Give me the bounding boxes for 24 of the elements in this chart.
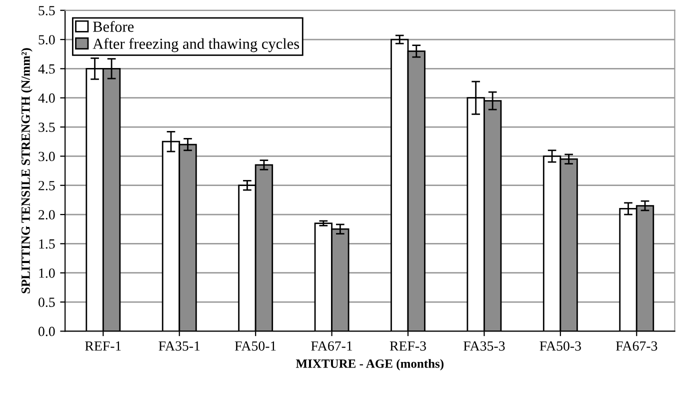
y-tick-label: 0.5 <box>38 298 55 308</box>
y-tick-label: 4.0 <box>38 93 55 103</box>
y-tick-label: 0.0 <box>38 326 55 336</box>
y-tick-label: 4.5 <box>38 64 55 74</box>
y-tick-label: 3.0 <box>38 152 55 162</box>
y-tick-label: 2.0 <box>38 210 55 220</box>
x-tick-label: FA35-3 <box>464 341 505 351</box>
x-tick-label: REF-1 <box>85 341 121 351</box>
legend-label: After freezing and thawing cycles <box>92 38 300 52</box>
y-axis-title: SPLITTING TENSILE STRENGTH (N/mm²) <box>21 48 32 294</box>
x-tick-label: FA67-1 <box>311 341 352 351</box>
y-tick-label: 1.5 <box>39 239 55 249</box>
x-axis-title: MIXTURE - AGE (months) <box>296 359 444 370</box>
y-tick-label: 2.5 <box>38 180 55 190</box>
x-tick-label: FA67-3 <box>616 341 658 351</box>
x-tick-label: REF-3 <box>390 341 426 351</box>
x-tick-label: FA35-1 <box>158 341 200 351</box>
y-tick-label: 5.0 <box>38 35 55 45</box>
x-tick-label: FA50-1 <box>234 341 276 351</box>
legend-label: Before <box>93 20 134 32</box>
y-tick-label: 1.0 <box>39 268 55 278</box>
x-tick-label: FA50-3 <box>540 341 581 351</box>
y-tick-label: 5.5 <box>38 6 55 16</box>
y-tick-label: 3.5 <box>38 122 55 132</box>
